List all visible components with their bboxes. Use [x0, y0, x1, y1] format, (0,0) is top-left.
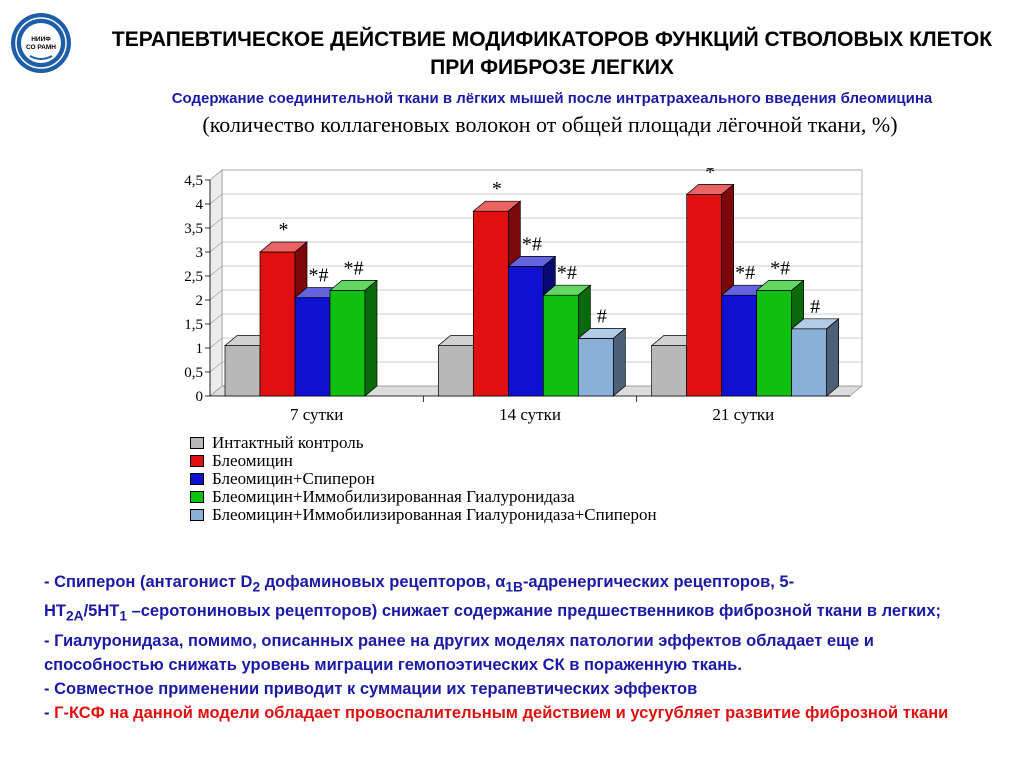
bar-front — [224, 345, 261, 397]
bar-front — [472, 210, 509, 397]
page-title: ТЕРАПЕВТИЧЕСКОЕ ДЕЙСТВИЕ МОДИФИКАТОРОВ Ф… — [80, 26, 1024, 82]
title-line-2: ПРИ ФИБРОЗЕ ЛЕГКИХ — [430, 56, 674, 79]
legend-swatch — [190, 509, 204, 521]
legend-item: Блеомицин+Спиперон — [190, 469, 657, 488]
chart-legend: Интактный контроль Блеомицин Блеомицин+Спи… — [190, 433, 657, 524]
gridline — [209, 217, 862, 229]
gridline — [209, 289, 862, 301]
legend-swatch — [190, 437, 204, 449]
chart-caption: (количество коллагеновых волокон от обще… — [202, 112, 898, 137]
legend-label: Интактный контроль — [212, 433, 364, 452]
x-category-label: 14 сутки — [499, 405, 561, 424]
page-subtitle: Содержание соединительной ткани в лёгких… — [171, 90, 933, 107]
y-tick-label: 4 — [196, 197, 204, 213]
legend-item: Блеомицин+Иммобилизированная Гиалуронида… — [190, 505, 657, 524]
chart-side-wall — [209, 169, 223, 397]
y-tick-label: 1 — [196, 341, 204, 357]
logo-line1: НИИФ — [31, 36, 51, 43]
y-tick-label: 2,5 — [184, 269, 203, 285]
bar-front — [721, 294, 758, 397]
bar-data-label: *# — [735, 262, 755, 284]
bar-front — [651, 345, 688, 397]
bar-side — [612, 327, 626, 397]
gridline — [209, 193, 862, 205]
legend-label: Блеомицин — [212, 451, 293, 470]
bar-data-label: * — [705, 168, 715, 183]
legend-label: Блеомицин+Иммобилизированная Гиалуронида… — [212, 505, 657, 524]
bar-side — [364, 279, 378, 397]
gridline — [209, 169, 862, 181]
gridline — [209, 337, 862, 349]
note-2: - Гиалуронидаза, помимо, описанных ранее… — [44, 631, 874, 674]
gridline — [209, 361, 862, 373]
bar-data-label: *# — [522, 233, 542, 255]
y-tick-label: 0,5 — [184, 365, 203, 381]
legend-swatch — [190, 473, 204, 485]
bar-data-label: * — [279, 219, 289, 241]
y-tick-label: 4,5 — [184, 173, 203, 189]
bar-chart: 00,511,522,533,544,57 сутки**# *#14 сутки… — [184, 168, 863, 424]
bar-data-label: *# — [309, 265, 329, 287]
gridline — [209, 313, 862, 325]
gridline — [209, 265, 862, 277]
bar-front — [329, 290, 366, 397]
legend-label: Блеомицин+Иммобилизированная Гиалуронида… — [212, 487, 575, 506]
legend-swatch — [190, 455, 204, 467]
gridline — [209, 385, 862, 397]
bar-data-label: *# — [344, 257, 364, 279]
institute-logo: НИИФ СО РАМН — [10, 12, 72, 74]
bar-front — [294, 297, 331, 397]
bar-data-label: # — [597, 305, 607, 327]
y-tick-label: 1,5 — [184, 317, 203, 333]
bar-data-label: # — [810, 296, 820, 318]
note-1: - Спиперон (антагонист D2 дофаминовых ре… — [44, 573, 941, 624]
title-line-1: ТЕРАПЕВТИЧЕСКОЕ ДЕЙСТВИЕ МОДИФИКАТОРОВ Ф… — [111, 28, 993, 51]
notes-block: - Спиперон (антагонист D2 дофаминовых ре… — [44, 570, 984, 725]
bar-front — [686, 194, 723, 397]
x-category-label: 7 сутки — [290, 405, 343, 424]
bar-front — [791, 328, 828, 397]
gridline — [209, 241, 862, 253]
bar-front — [259, 251, 296, 397]
bar-front — [756, 290, 793, 397]
logo-line2: СО РАМН — [26, 44, 56, 51]
y-tick-label: 2 — [196, 293, 204, 309]
legend-label: Блеомицин+Спиперон — [212, 469, 375, 488]
legend-item: Интактный контроль — [190, 433, 657, 452]
x-category-label: 21 сутки — [712, 405, 774, 424]
y-tick-label: 3 — [196, 245, 204, 261]
bar-data-label: * — [492, 178, 502, 200]
note-4: - Г-КСФ на данной модели обладает провос… — [44, 703, 949, 722]
bar-front — [542, 294, 579, 397]
bar-data-label: *# — [557, 262, 577, 284]
note-3: - Совместное применении приводит к сумма… — [44, 679, 698, 698]
note-4-highlight: Г-КСФ на данной модели обладает провоспа… — [54, 703, 949, 722]
bar-front — [507, 266, 544, 397]
bar-front — [437, 345, 474, 397]
legend-swatch — [190, 491, 204, 503]
bar-data-label: *# — [770, 257, 790, 279]
bar — [790, 318, 840, 397]
bar — [577, 327, 627, 397]
bar-front — [577, 338, 614, 397]
bar-side — [826, 318, 840, 397]
legend-item: Блеомицин+Иммобилизированная Гиалуронида… — [190, 487, 657, 506]
legend-item: Блеомицин — [190, 451, 657, 470]
y-tick-label: 3,5 — [184, 221, 203, 237]
bar — [329, 279, 378, 397]
y-tick-label: 0 — [196, 389, 204, 405]
